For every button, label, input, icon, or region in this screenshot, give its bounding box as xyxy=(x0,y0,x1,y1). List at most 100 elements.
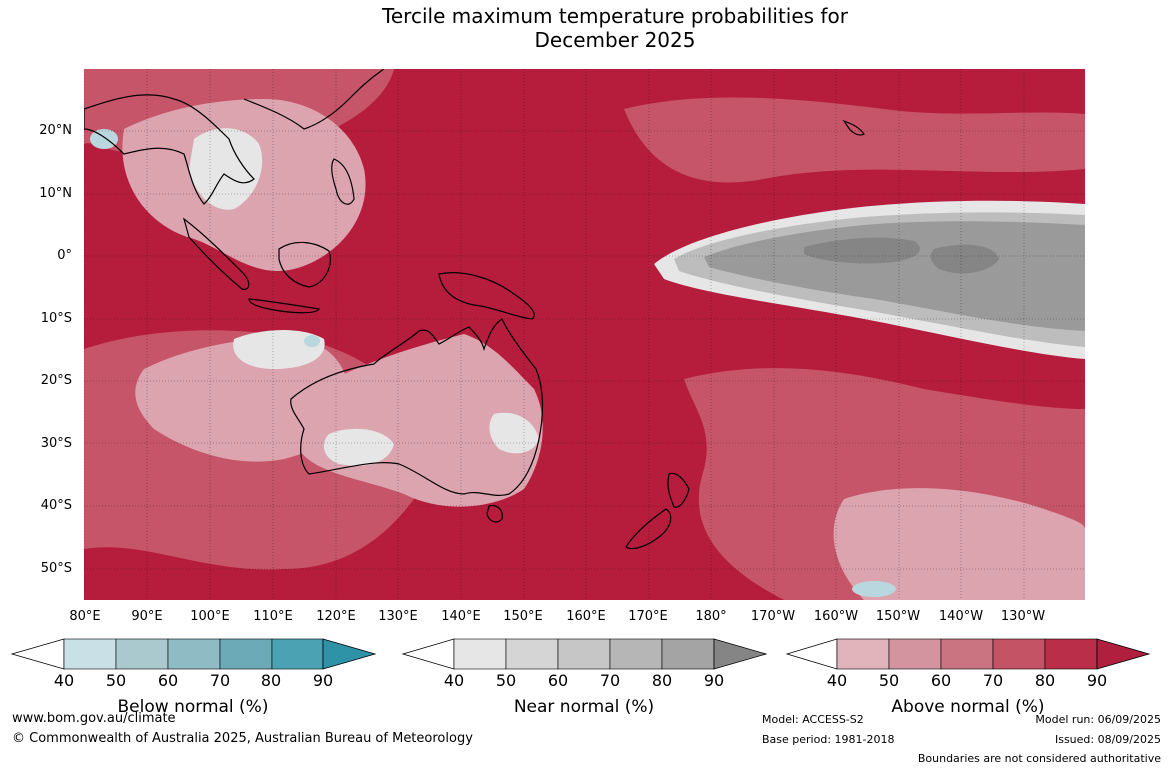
below-normal-swatch-70 xyxy=(219,638,273,670)
chart-title: Tercile maximum temperature probabilitie… xyxy=(0,4,1173,52)
below-tick-40: 40 xyxy=(53,671,75,690)
website-text: www.bom.gov.au/climate xyxy=(12,711,176,726)
near-normal-indochina xyxy=(189,128,263,210)
near-tick-70: 70 xyxy=(599,671,621,690)
below-normal-swatch-50 xyxy=(115,638,169,670)
java-coastline xyxy=(248,298,320,314)
above-normal-swatch-50 xyxy=(888,638,942,670)
below-tick-50: 50 xyxy=(105,671,127,690)
above-normal-low-indian-ocean xyxy=(135,337,350,462)
lon-label-130e: 130°E xyxy=(378,609,418,624)
lon-label-110e: 110°E xyxy=(253,609,293,624)
graticule xyxy=(84,69,1085,600)
hawaii-coastline xyxy=(842,119,865,136)
near-normal-over-arrow xyxy=(713,638,768,670)
above-normal-swatch-80 xyxy=(1044,638,1098,670)
lon-label-160w: 160°W xyxy=(813,609,859,624)
below-tick-60: 60 xyxy=(157,671,179,690)
below-normal-patch-indian-ocean xyxy=(304,335,320,347)
near-tick-40: 40 xyxy=(443,671,465,690)
sumatra-coastline xyxy=(182,217,250,290)
above-normal-over-arrow xyxy=(1096,638,1151,670)
probability-map xyxy=(84,69,1085,600)
near-tick-50: 50 xyxy=(495,671,517,690)
colorbar-below-normal xyxy=(10,638,377,670)
philippines-coastline xyxy=(331,158,355,205)
lat-label-50s: 50°S xyxy=(40,561,72,576)
lon-label-170e: 170°E xyxy=(628,609,668,624)
below-normal-patch-north xyxy=(90,129,118,149)
lon-label-180: 180° xyxy=(695,609,727,624)
above-normal-low-south-pacific xyxy=(833,488,1085,600)
near-normal-swatch-70 xyxy=(609,638,663,670)
tasmania-coastline xyxy=(486,504,503,523)
below-normal-over-arrow xyxy=(322,638,377,670)
lon-label-100e: 100°E xyxy=(190,609,230,624)
above-tick-80: 80 xyxy=(1034,671,1056,690)
near-normal-swatch-40 xyxy=(453,638,507,670)
disclaimer-text: Boundaries are not considered authoritat… xyxy=(917,752,1161,765)
below-normal-swatch-80 xyxy=(271,638,324,670)
below-tick-90: 90 xyxy=(312,671,334,690)
lon-label-130w: 130°W xyxy=(1000,609,1046,624)
above-normal-mid-tropics xyxy=(624,97,1085,183)
lat-label-0: 0° xyxy=(57,248,72,263)
mainland-asia-coastline xyxy=(84,94,255,205)
near-normal-queensland xyxy=(489,412,539,454)
issued-text: Issued: 08/09/2025 xyxy=(1054,733,1161,746)
below-tick-80: 80 xyxy=(260,671,282,690)
near-normal-indian-ocean xyxy=(233,330,325,369)
above-tick-40: 40 xyxy=(826,671,848,690)
new-zealand-south-coastline xyxy=(625,508,672,550)
lon-label-170w: 170°W xyxy=(750,609,796,624)
below-normal-swatch-60 xyxy=(167,638,221,670)
near-normal-label: Near normal (%) xyxy=(513,697,655,717)
above-tick-50: 50 xyxy=(878,671,900,690)
lon-label-90e: 90°E xyxy=(131,609,163,624)
model-text: Model: ACCESS-S2 xyxy=(762,713,864,726)
above-tick-90: 90 xyxy=(1086,671,1108,690)
near-normal-swatch-80 xyxy=(661,638,715,670)
china-coastline xyxy=(243,69,385,130)
copyright-text: © Commonwealth of Australia 2025, Austra… xyxy=(12,731,473,746)
lat-label-10n: 10°N xyxy=(39,186,72,201)
lat-label-20s: 20°S xyxy=(40,373,72,388)
above-normal-swatch-70 xyxy=(992,638,1046,670)
near-tick-60: 60 xyxy=(547,671,569,690)
near-normal-swatch-60 xyxy=(557,638,611,670)
near-tick-80: 80 xyxy=(651,671,673,690)
above-normal-swatch-40 xyxy=(836,638,890,670)
near-normal-equatorial-pacific-peak-2 xyxy=(930,244,999,274)
lon-label-120e: 120°E xyxy=(316,609,356,624)
lon-label-80e: 80°E xyxy=(69,609,101,624)
below-normal-label: Below normal (%) xyxy=(117,697,269,717)
near-tick-90: 90 xyxy=(703,671,725,690)
model-run-text: Model run: 06/09/2025 xyxy=(1035,713,1161,726)
title-line-2: December 2025 xyxy=(534,28,696,52)
title-line-1: Tercile maximum temperature probabilitie… xyxy=(382,4,848,28)
lon-label-140w: 140°W xyxy=(938,609,984,624)
coastlines xyxy=(84,69,865,550)
borneo-coastline xyxy=(278,241,331,288)
lon-label-150w: 150°W xyxy=(875,609,921,624)
colorbar-above-normal xyxy=(785,638,1151,670)
below-normal-under-arrow xyxy=(10,638,65,670)
near-normal-equatorial-pacific-peak xyxy=(804,237,920,264)
above-tick-60: 60 xyxy=(930,671,952,690)
above-normal-under-arrow xyxy=(785,638,838,670)
above-tick-70: 70 xyxy=(982,671,1004,690)
new-zealand-north-coastline xyxy=(667,472,690,508)
lat-label-10s: 10°S xyxy=(40,311,72,326)
near-normal-equatorial-pacific-high xyxy=(704,221,1085,331)
colorbar-near-normal xyxy=(401,638,768,670)
lat-label-20n: 20°N xyxy=(39,123,72,138)
below-tick-70: 70 xyxy=(209,671,231,690)
lon-label-140e: 140°E xyxy=(441,609,481,624)
near-normal-swatch-50 xyxy=(505,638,559,670)
lat-label-30s: 30°S xyxy=(40,436,72,451)
above-normal-label: Above normal (%) xyxy=(891,697,1045,717)
australia-coastline xyxy=(290,318,544,497)
near-normal-under-arrow xyxy=(401,638,455,670)
near-normal-western-australia xyxy=(323,428,394,466)
lon-label-160e: 160°E xyxy=(566,609,606,624)
